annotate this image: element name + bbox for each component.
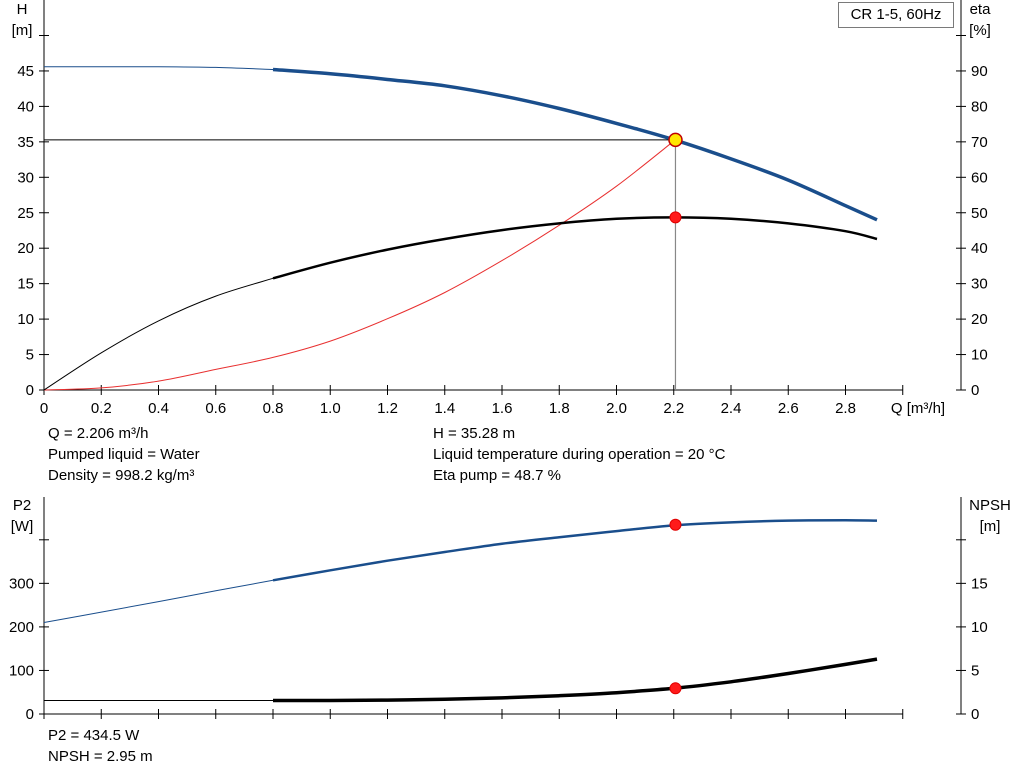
h-tick-label: 5	[26, 347, 34, 364]
info-liquid: Pumped liquid = Water	[48, 446, 200, 463]
eta-tick-label: 0	[971, 382, 979, 399]
q-tick-label: 1.8	[549, 400, 570, 417]
eta-tick-label: 10	[971, 347, 988, 364]
q-tick-label: 2.2	[663, 400, 684, 417]
h-tick-label: 10	[17, 311, 34, 328]
npsh-tick-label: 10	[971, 619, 988, 636]
h-tick-label: 0	[26, 382, 34, 399]
q-tick-label: 0	[40, 400, 48, 417]
info-eta: Eta pump = 48.7 %	[433, 467, 561, 484]
h-tick-label: 35	[17, 134, 34, 151]
info-npsh: NPSH = 2.95 m	[48, 748, 153, 765]
h-axis-unit: [m]	[12, 22, 33, 39]
npsh-duty-point	[669, 682, 682, 695]
eta-tick-label: 90	[971, 63, 988, 80]
eta-tick-label: 70	[971, 134, 988, 151]
q-tick-label: 1.4	[434, 400, 455, 417]
npsh-axis-unit: [m]	[980, 518, 1001, 535]
npsh-axis-label: NPSH	[969, 497, 1011, 514]
q-tick-label: 1.2	[377, 400, 398, 417]
npsh-tick-label: 15	[971, 575, 988, 592]
h-tick-label: 20	[17, 240, 34, 257]
eta-curve-line	[272, 216, 878, 280]
info-temperature: Liquid temperature during operation = 20…	[433, 446, 726, 463]
q-tick-label: 0.2	[91, 400, 112, 417]
info-flow: Q = 2.206 m³/h	[48, 425, 149, 442]
p2-curve-line	[272, 518, 878, 582]
q-tick-label: 2.4	[721, 400, 742, 417]
p2-axis-unit: [W]	[11, 518, 34, 535]
eta-tick-label: 50	[971, 205, 988, 222]
eta-axis-label: eta	[970, 1, 992, 18]
q-tick-label: 2.8	[835, 400, 856, 417]
q-tick-label: 1.6	[492, 400, 513, 417]
chart-title-box: CR 1-5, 60Hz	[838, 2, 954, 28]
lower-info: P2 = 434.5 W NPSH = 2.95 m	[48, 725, 153, 767]
h-duty-point	[668, 132, 683, 148]
h-tick-label: 40	[17, 98, 34, 115]
h-curve-line	[272, 67, 878, 222]
npsh-curve-line	[272, 657, 878, 703]
p2-tick-label: 0	[26, 706, 34, 723]
eta-duty-point	[669, 211, 682, 224]
q-tick-label: 0.4	[148, 400, 169, 417]
q-tick-label: 1.0	[320, 400, 341, 417]
upper-info-left: Q = 2.206 m³/h Pumped liquid = Water Den…	[48, 423, 200, 486]
info-p2: P2 = 434.5 W	[48, 727, 140, 744]
h-tick-label: 30	[17, 169, 34, 186]
eta-tick-label: 80	[971, 98, 988, 115]
eta-tick-label: 30	[971, 276, 988, 293]
p2-tick-label: 300	[9, 575, 34, 592]
q-axis-label: Q [m³/h]	[891, 400, 945, 417]
eta-tick-label: 20	[971, 311, 988, 328]
h-tick-label: 15	[17, 276, 34, 293]
upper-info-right: H = 35.28 m Liquid temperature during op…	[433, 423, 725, 486]
eta-system-curve-line	[43, 139, 676, 391]
eta-tick-label: 40	[971, 240, 988, 257]
info-head: H = 35.28 m	[433, 425, 516, 442]
h-tick-label: 25	[17, 205, 34, 222]
p2-tick-label: 200	[9, 619, 34, 636]
npsh-tick-label: 5	[971, 662, 979, 679]
eta-curve-line-extended	[43, 277, 274, 391]
info-density: Density = 998.2 kg/m³	[48, 467, 195, 484]
h-tick-label: 45	[17, 63, 34, 80]
q-tick-label: 0.6	[205, 400, 226, 417]
q-tick-label: 2.0	[606, 400, 627, 417]
h-curve-line-extended	[43, 66, 274, 70]
chart-title: CR 1-5, 60Hz	[850, 6, 942, 23]
npsh-tick-label: 0	[971, 706, 979, 723]
p2-tick-label: 100	[9, 662, 34, 679]
h-axis-label: H	[17, 1, 28, 18]
eta-axis-unit: [%]	[969, 22, 991, 39]
p2-curve-line-extended	[43, 579, 274, 623]
q-tick-label: 0.8	[263, 400, 284, 417]
q-tick-label: 2.6	[778, 400, 799, 417]
p2-axis-label: P2	[13, 497, 31, 514]
eta-tick-label: 60	[971, 169, 988, 186]
p2-duty-point	[669, 518, 682, 531]
